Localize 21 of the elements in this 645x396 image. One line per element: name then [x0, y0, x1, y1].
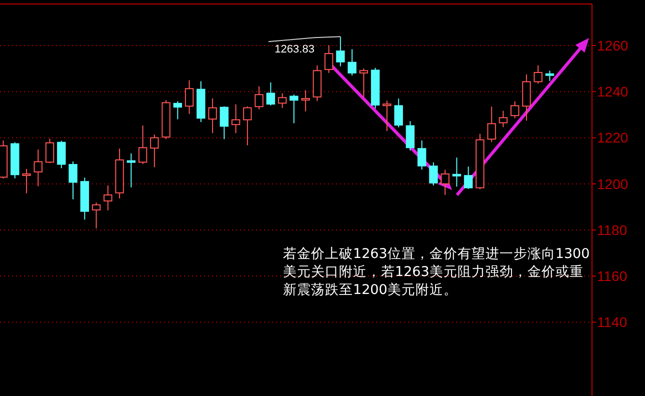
- annotation: 1263.83: [274, 44, 314, 56]
- candlestick: [34, 149, 43, 187]
- candlestick: [22, 168, 31, 194]
- candlestick: [254, 86, 264, 110]
- candlestick: [184, 80, 194, 114]
- y-tick-label: 1220: [597, 130, 628, 146]
- candlestick: [115, 148, 124, 199]
- candlestick: [104, 184, 112, 211]
- candlestick: [452, 157, 462, 188]
- candlestick: [208, 98, 217, 134]
- y-tick-label: 1240: [597, 84, 628, 100]
- y-tick-label: 1140: [597, 314, 628, 330]
- candlestick: [231, 104, 240, 134]
- y-tick-label: 1200: [597, 176, 628, 192]
- candlestick: [406, 120, 415, 151]
- annotation: 若金价上破1263位置，金价有望进一步涨向1300美元关口附近，若1263美元阻力强劲，金价或重新震荡跌至1200美元附近。: [283, 246, 590, 298]
- y-tick-label: 1260: [597, 37, 628, 54]
- y-tick-label: 1160: [597, 268, 628, 284]
- candlestick: [301, 90, 310, 112]
- candlestick: [126, 152, 136, 188]
- y-tick-label: 1180: [597, 222, 628, 238]
